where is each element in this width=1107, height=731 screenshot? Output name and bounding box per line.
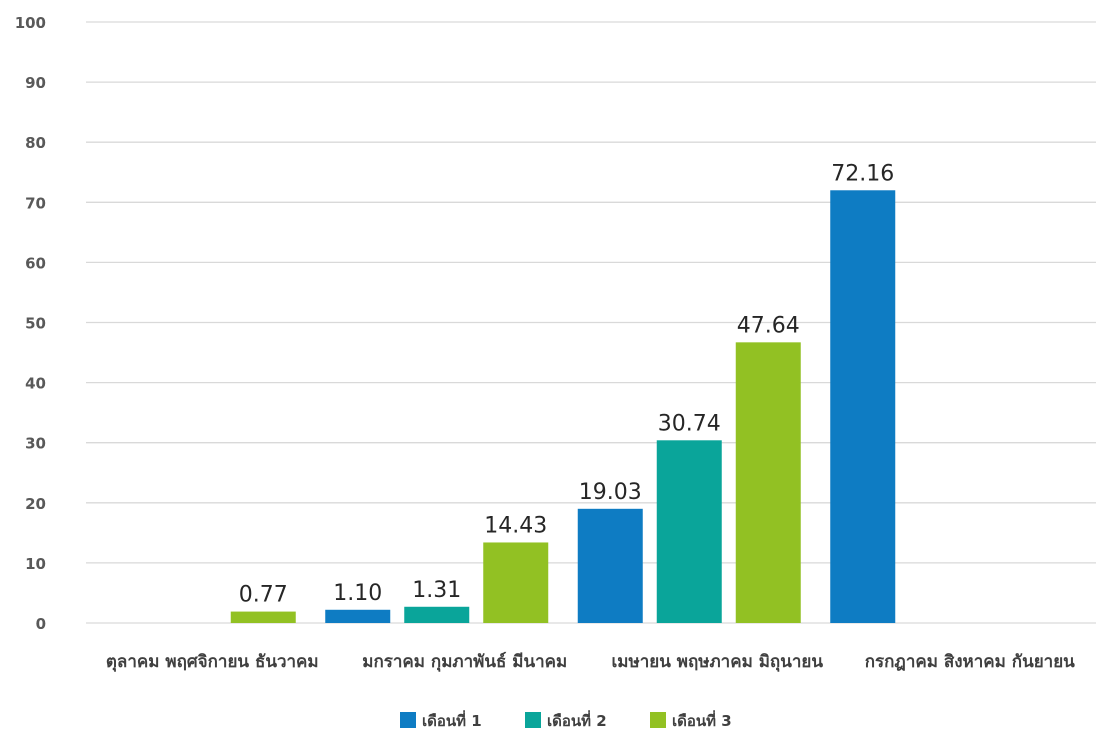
data-label: 72.16 <box>831 161 894 186</box>
bar <box>230 611 296 623</box>
y-tick-label: 100 <box>15 14 46 32</box>
y-tick-label: 60 <box>25 254 46 272</box>
bar <box>830 190 896 623</box>
y-tick-label: 30 <box>25 435 46 453</box>
legend-swatch <box>650 712 666 728</box>
x-category-label: มกราคม กุมภาพันธ์ มีนาคม <box>362 651 567 672</box>
data-label: 0.77 <box>239 583 288 608</box>
data-label: 47.64 <box>737 313 800 338</box>
legend-swatch <box>400 712 416 728</box>
y-tick-label: 10 <box>25 555 46 573</box>
bar <box>656 440 722 623</box>
data-label: 1.31 <box>412 578 461 603</box>
y-tick-label: 90 <box>25 74 46 92</box>
y-tick-label: 80 <box>25 134 46 152</box>
y-tick-label: 0 <box>36 615 46 633</box>
legend-swatch <box>525 712 541 728</box>
data-label: 14.43 <box>484 513 547 538</box>
y-tick-label: 50 <box>25 315 46 333</box>
x-category-label: เมษายน พฤษภาคม มิถุนายน <box>612 652 824 672</box>
x-category-label: ตุลาคม พฤศจิกายน ธันวาคม <box>106 652 319 672</box>
legend-label: เดือนที่ 1 <box>422 710 482 730</box>
legend-label: เดือนที่ 2 <box>547 710 607 730</box>
y-tick-label: 70 <box>25 194 46 212</box>
y-tick-label: 20 <box>25 495 46 513</box>
legend-label: เดือนที่ 3 <box>672 710 732 730</box>
bar <box>735 342 801 623</box>
bar <box>483 542 549 623</box>
y-tick-label: 40 <box>25 375 46 393</box>
data-label: 1.10 <box>333 581 382 606</box>
data-label: 19.03 <box>579 480 642 505</box>
bar <box>577 508 643 623</box>
bar <box>325 609 391 623</box>
x-category-label: กรกฎาคม สิงหาคม กันยายน <box>865 652 1075 672</box>
data-label: 30.74 <box>658 411 721 436</box>
bar <box>404 606 470 623</box>
